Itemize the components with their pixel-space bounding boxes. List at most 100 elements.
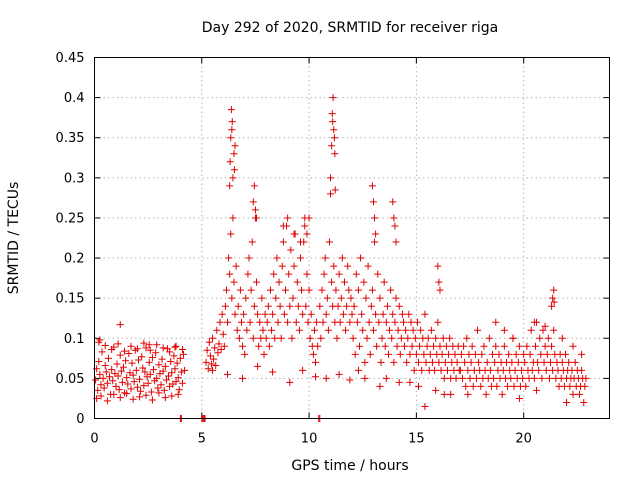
data-point bbox=[221, 302, 229, 310]
data-point bbox=[340, 278, 348, 286]
data-point bbox=[521, 358, 529, 366]
data-point bbox=[227, 230, 235, 238]
data-point bbox=[421, 402, 429, 410]
data-point bbox=[335, 370, 343, 378]
data-point bbox=[495, 350, 503, 358]
data-point bbox=[404, 334, 412, 342]
data-point bbox=[352, 270, 360, 278]
data-point bbox=[301, 222, 309, 230]
data-point bbox=[262, 334, 270, 342]
data-point bbox=[323, 294, 331, 302]
data-point bbox=[389, 310, 397, 318]
data-point bbox=[180, 350, 188, 358]
data-point bbox=[327, 190, 335, 198]
data-point bbox=[550, 326, 558, 334]
data-point bbox=[430, 342, 438, 350]
data-point bbox=[490, 374, 498, 382]
series-2 bbox=[202, 94, 356, 386]
data-point bbox=[466, 374, 474, 382]
data-point bbox=[319, 318, 327, 326]
data-point bbox=[507, 374, 515, 382]
data-point bbox=[305, 214, 313, 222]
data-point bbox=[266, 286, 274, 294]
data-point bbox=[245, 254, 253, 262]
data-point bbox=[518, 366, 526, 374]
data-point bbox=[498, 390, 506, 398]
chart-title: Day 292 of 2020, SRMTID for receiver rig… bbox=[202, 20, 499, 36]
data-point bbox=[365, 318, 373, 326]
data-point bbox=[526, 350, 534, 358]
grid bbox=[94, 57, 610, 419]
y-tick-label: 0.15 bbox=[56, 292, 85, 307]
data-point bbox=[350, 302, 358, 310]
data-point bbox=[534, 358, 542, 366]
data-point bbox=[274, 318, 282, 326]
data-point bbox=[168, 369, 176, 377]
data-point bbox=[469, 382, 477, 390]
data-point bbox=[242, 294, 250, 302]
data-point bbox=[390, 214, 398, 222]
data-point bbox=[550, 298, 558, 306]
data-point bbox=[229, 174, 237, 182]
data-point bbox=[493, 382, 501, 390]
data-point bbox=[386, 326, 394, 334]
data-point bbox=[376, 294, 384, 302]
data-point bbox=[369, 198, 377, 206]
data-point bbox=[287, 246, 295, 254]
data-point bbox=[279, 238, 287, 246]
data-point bbox=[471, 350, 479, 358]
data-point bbox=[99, 374, 107, 382]
data-point bbox=[383, 302, 391, 310]
data-point bbox=[145, 358, 153, 366]
data-point bbox=[168, 392, 176, 400]
data-point bbox=[269, 310, 277, 318]
data-point bbox=[309, 350, 317, 358]
data-point bbox=[161, 394, 169, 402]
data-point bbox=[435, 358, 443, 366]
y-tick-label: 0 bbox=[76, 412, 84, 427]
data-point bbox=[394, 326, 402, 334]
data-point bbox=[92, 376, 100, 384]
data-point bbox=[511, 366, 519, 374]
data-point bbox=[565, 358, 573, 366]
data-point bbox=[519, 374, 527, 382]
data-point bbox=[482, 390, 490, 398]
data-point bbox=[379, 310, 387, 318]
data-point bbox=[335, 270, 343, 278]
data-point bbox=[248, 238, 256, 246]
data-point bbox=[112, 382, 120, 390]
data-point bbox=[457, 350, 465, 358]
data-point bbox=[422, 358, 430, 366]
data-point bbox=[563, 398, 571, 406]
data-point bbox=[492, 318, 500, 326]
data-point bbox=[290, 230, 298, 238]
data-point bbox=[372, 230, 380, 238]
data-point bbox=[452, 374, 460, 382]
data-point bbox=[434, 262, 442, 270]
data-point bbox=[428, 358, 436, 366]
data-point bbox=[155, 389, 163, 397]
data-point bbox=[515, 394, 523, 402]
data-point bbox=[270, 270, 278, 278]
data-point bbox=[97, 381, 105, 389]
data-point bbox=[310, 326, 318, 334]
data-point bbox=[453, 358, 461, 366]
data-point bbox=[558, 334, 566, 342]
data-point bbox=[235, 334, 243, 342]
data-point bbox=[157, 381, 165, 389]
data-point bbox=[569, 390, 577, 398]
data-point bbox=[228, 126, 236, 134]
data-point bbox=[369, 326, 377, 334]
data-point bbox=[409, 326, 417, 334]
data-point bbox=[165, 372, 173, 380]
data-point bbox=[392, 294, 400, 302]
data-point bbox=[271, 334, 279, 342]
x-tick-label: 0 bbox=[90, 432, 98, 447]
data-point bbox=[543, 350, 551, 358]
data-point bbox=[362, 294, 370, 302]
data-point bbox=[303, 230, 311, 238]
y-tick-label: 0.1 bbox=[64, 332, 85, 347]
data-point bbox=[153, 374, 161, 382]
data-point bbox=[236, 286, 244, 294]
data-point bbox=[344, 262, 352, 270]
